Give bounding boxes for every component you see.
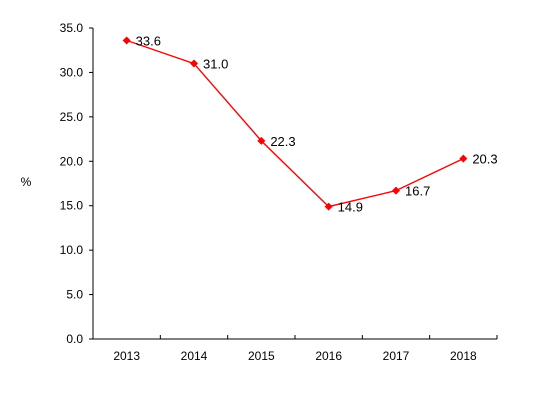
data-label: 22.3 xyxy=(270,134,295,149)
x-axis-ticks: 2013 2014 2015 2016 2017 2018 xyxy=(92,335,498,363)
y-tick-label: 0.0 xyxy=(66,332,83,346)
x-tick-label: 2017 xyxy=(383,349,410,363)
y-tick-label: 10.0 xyxy=(60,243,84,257)
y-tick-label: 25.0 xyxy=(60,110,84,124)
data-labels-layer: 33.6 31.0 22.3 14.9 16.7 20.3 xyxy=(136,33,498,214)
axes xyxy=(92,28,497,340)
x-tick-label: 2015 xyxy=(248,349,275,363)
data-point-marker xyxy=(257,136,266,145)
data-label: 33.6 xyxy=(136,33,161,48)
data-label: 14.9 xyxy=(338,200,363,215)
y-tick-label: 5.0 xyxy=(66,288,83,302)
data-label: 31.0 xyxy=(203,57,228,72)
x-tick-label: 2013 xyxy=(113,349,140,363)
y-tick-label: 30.0 xyxy=(60,65,84,79)
y-tick-label: 20.0 xyxy=(60,154,84,168)
x-tick-label: 2014 xyxy=(181,349,208,363)
series-line xyxy=(126,39,464,208)
data-label: 20.3 xyxy=(472,152,497,167)
data-point-marker xyxy=(392,186,400,195)
data-point-marker xyxy=(190,59,198,68)
series-layer xyxy=(122,36,468,211)
data-label: 16.7 xyxy=(405,184,430,199)
y-tick-label: 35.0 xyxy=(60,21,84,35)
y-axis-label: % xyxy=(21,175,32,189)
data-point-marker xyxy=(122,36,131,45)
y-tick-label: 15.0 xyxy=(60,199,84,213)
x-tick-label: 2016 xyxy=(315,349,342,363)
x-tick-label: 2018 xyxy=(450,349,477,363)
data-point-marker xyxy=(459,154,468,163)
data-point-marker xyxy=(324,202,333,211)
y-axis-ticks: 0.0 5.0 10.0 15.0 20.0 25.0 30.0 35.0 xyxy=(60,21,93,346)
